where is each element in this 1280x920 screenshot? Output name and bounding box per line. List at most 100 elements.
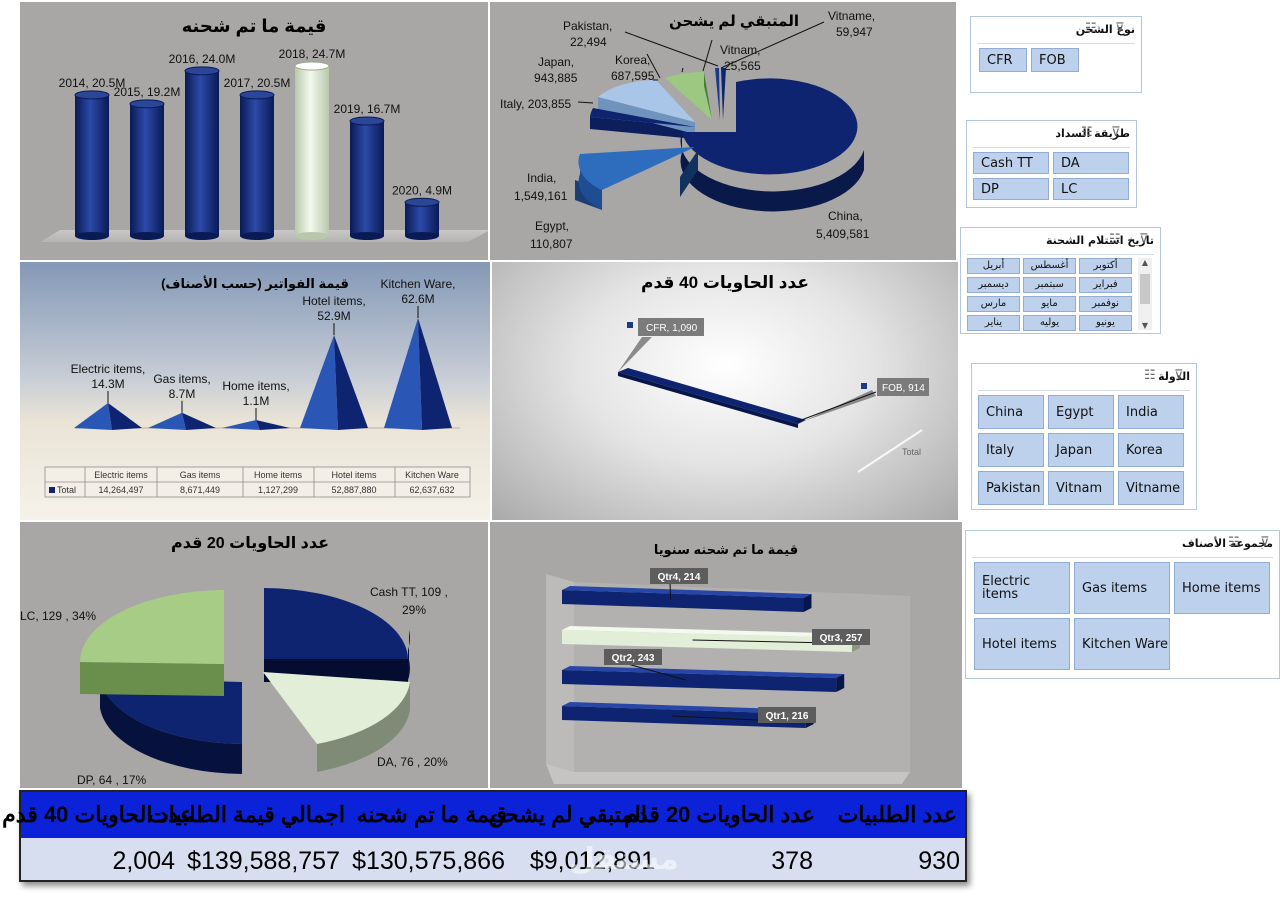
- slicer-item[interactable]: Italy: [978, 433, 1044, 467]
- slicer-item[interactable]: يوليه: [1023, 315, 1076, 331]
- slicer-item[interactable]: نوفمبر: [1079, 296, 1132, 312]
- remaining-panel: المتبقي لم يشحن Pakistan, 22,494: [490, 2, 956, 260]
- slicer-item[interactable]: مارس: [967, 296, 1020, 312]
- slicer-item[interactable]: Vitnam: [1048, 471, 1114, 505]
- payment-method-slicer: طريقة السداد ☷ ⊽ Cash TT DA DP LC: [966, 120, 1137, 208]
- callout-fob: [877, 378, 929, 396]
- bar-cylinder-base: [405, 232, 439, 240]
- scroll-down-icon[interactable]: ▼: [1141, 321, 1149, 330]
- pyramid-data-label: 14.3M: [91, 377, 124, 391]
- label-china-name: China,: [828, 209, 863, 223]
- kpi-label-containers20: عدد الحاويات 20 قدم: [624, 802, 815, 827]
- pie-slice-lc: [80, 590, 224, 664]
- pyramid-data-label: Gas items,: [153, 372, 210, 386]
- multi-select-icon[interactable]: ☷: [1109, 232, 1121, 247]
- pyramid-face-right: [334, 335, 368, 430]
- pie-slice-dp-side: [100, 678, 242, 774]
- label-dp: DP, 64 , 17%: [77, 773, 146, 787]
- bar-label-box: [812, 629, 870, 645]
- bar-front: [562, 590, 804, 612]
- table-header: Electric items: [94, 470, 148, 480]
- slicer-item[interactable]: أغسطس: [1023, 258, 1076, 274]
- bar-front: [562, 630, 852, 652]
- slicer-item[interactable]: يناير: [967, 315, 1020, 331]
- slicer-item[interactable]: Cash TT: [973, 152, 1049, 174]
- slicer-item[interactable]: فبراير: [1079, 277, 1132, 293]
- shipped-by-year-panel: قيمة ما تم شحنه 2014, 20.5M 2015, 19.2M 20…: [20, 2, 488, 260]
- slicer-item[interactable]: China: [978, 395, 1044, 429]
- label-leader-line: [669, 581, 672, 601]
- slicer-item[interactable]: Egypt: [1048, 395, 1114, 429]
- containers20-panel: عدد الحاويات 20 قدم Cash TT, 109 , 29% L…: [20, 522, 488, 788]
- slicer-item[interactable]: يونيو: [1079, 315, 1132, 331]
- multi-select-icon[interactable]: ☷: [1144, 368, 1156, 383]
- slicer-title: تاريخ استلام الشحنة: [1046, 234, 1154, 247]
- label-pakistan-value: 22,494: [570, 35, 607, 49]
- slicer-item[interactable]: Japan: [1048, 433, 1114, 467]
- slicer-item[interactable]: Pakistan: [978, 471, 1044, 505]
- slicer-item[interactable]: Home items: [1174, 562, 1270, 614]
- quarterly-panel: قيمة ما تم شحنه سنويا Qtr4, 214 Qtr3, 257…: [490, 522, 962, 788]
- slicer-item[interactable]: FOB: [1031, 48, 1079, 72]
- multi-select-icon[interactable]: ☷: [1228, 535, 1240, 550]
- slicer-title: طريقة السداد: [1055, 127, 1130, 140]
- clear-filter-icon[interactable]: ⊽: [1139, 232, 1149, 247]
- table-header: Hotel items: [331, 470, 377, 480]
- slicer-item[interactable]: سبتمبر: [1023, 277, 1076, 293]
- clear-filter-icon[interactable]: ⊽: [1260, 535, 1270, 550]
- slicer-item[interactable]: Gas items: [1074, 562, 1170, 614]
- bar-cylinder-base: [75, 232, 109, 240]
- pie-slice-japan: [598, 80, 695, 122]
- slicer-item[interactable]: أكتوبر: [1079, 258, 1132, 274]
- bar-cylinder-top: [74, 90, 110, 100]
- remaining-pie-chart: المتبقي لم يشحن Pakistan, 22,494: [500, 9, 875, 251]
- label-vitnam-value: 25,565: [724, 59, 761, 73]
- slicer-item[interactable]: Hotel items: [974, 618, 1070, 670]
- slicer-item[interactable]: Electric items: [974, 562, 1070, 614]
- label-india-name: India,: [527, 171, 556, 185]
- label-egypt-name: Egypt,: [535, 219, 569, 233]
- slicer-item[interactable]: Kitchen Ware: [1074, 618, 1170, 670]
- slicer-item[interactable]: Vitname: [1118, 471, 1184, 505]
- scroll-up-icon[interactable]: ▲: [1141, 258, 1149, 267]
- scroll-thumb[interactable]: [1140, 274, 1150, 304]
- slicer-item[interactable]: LC: [1053, 178, 1129, 200]
- label-korea-value: 687,595: [611, 69, 655, 83]
- pie-slice-da-side: [263, 672, 410, 772]
- slicer-title: مجموعة الأصناف: [1181, 537, 1273, 550]
- multi-select-icon[interactable]: ☷: [1081, 125, 1093, 140]
- slicer-scrollbar[interactable]: ▲ ▼: [1138, 258, 1152, 330]
- clear-filter-icon[interactable]: ⊽: [1174, 368, 1184, 383]
- pyramid-data-label: Kitchen Ware,: [381, 277, 456, 291]
- bar-data-label: 2014, 20.5M: [59, 76, 126, 90]
- clear-filter-icon[interactable]: ⊽: [1115, 21, 1125, 36]
- slicer-item[interactable]: DP: [973, 178, 1049, 200]
- kpi-label-remaining: المتبقي لم يشحن: [488, 802, 647, 827]
- kpi-header-row: [21, 792, 965, 838]
- kpi-label-orders: عدد الطلبيات: [837, 802, 957, 827]
- bar-top: [562, 666, 845, 678]
- bar-cylinder-base: [350, 232, 384, 240]
- slicer-item[interactable]: Korea: [1118, 433, 1184, 467]
- label-egypt-value: 110,807: [530, 237, 573, 251]
- bar-cylinder-top: [184, 66, 220, 76]
- bar-top: [562, 702, 814, 714]
- bar-data-label: 2020, 4.9M: [392, 183, 452, 197]
- slicer-item[interactable]: أبريل: [967, 258, 1020, 274]
- slicer-item[interactable]: DA: [1053, 152, 1129, 174]
- shipping-type-slicer: نوع الشحن ☷ ⊽ CFR FOB: [970, 16, 1142, 93]
- label-vitname-value: 59,947: [836, 25, 873, 39]
- slicer-item[interactable]: مايو: [1023, 296, 1076, 312]
- bar-cylinder-top: [294, 61, 330, 71]
- pie-slice-lc-front: [80, 662, 224, 696]
- bar-top: [562, 626, 860, 638]
- clear-filter-icon[interactable]: ⊽: [1111, 125, 1121, 140]
- pie-slice-cashtt: [264, 588, 408, 659]
- slicer-item[interactable]: India: [1118, 395, 1184, 429]
- slicer-item[interactable]: CFR: [979, 48, 1027, 72]
- multi-select-icon[interactable]: ☷: [1085, 21, 1097, 36]
- label-korea-name: Korea,: [615, 53, 650, 67]
- slicer-item[interactable]: ديسمبر: [967, 277, 1020, 293]
- chart-side-wall: [546, 574, 574, 772]
- bar-cylinder-top: [349, 116, 385, 126]
